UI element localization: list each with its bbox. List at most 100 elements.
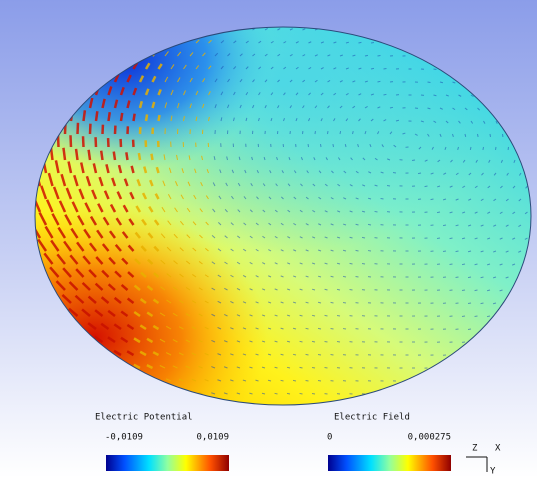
arrow-glyph — [306, 354, 309, 355]
arrow-glyph — [468, 277, 471, 278]
arrow-glyph — [300, 341, 303, 342]
triad-label: Z — [472, 444, 478, 454]
arrow-glyph — [483, 147, 484, 150]
arrow-glyph — [387, 185, 390, 186]
surface-shade — [35, 27, 531, 405]
arrow-glyph — [487, 316, 490, 317]
arrow-glyph — [84, 110, 85, 121]
arrow-glyph — [134, 114, 135, 121]
legend-title: Electric Potential — [95, 413, 193, 423]
arrow-glyph — [437, 212, 440, 213]
arrow-glyph — [343, 276, 346, 277]
arrow-glyph — [300, 393, 303, 394]
arrow-glyph — [318, 328, 321, 329]
arrow-glyph — [331, 328, 334, 329]
arrow-glyph — [70, 135, 71, 147]
arrow-glyph — [325, 315, 328, 316]
arrow-glyph — [293, 380, 296, 381]
arrow-glyph — [318, 354, 321, 355]
arrow-glyph — [365, 55, 368, 56]
arrow-glyph — [337, 263, 340, 264]
arrow-glyph — [343, 250, 346, 251]
arrow-glyph — [157, 167, 159, 173]
arrow-glyph — [475, 290, 478, 291]
arrow-glyph — [126, 152, 127, 160]
arrow-glyph — [331, 276, 334, 277]
arrow-glyph — [384, 94, 387, 95]
legend-max: 0,000275 — [408, 433, 451, 443]
arrow-glyph — [331, 302, 334, 303]
arrow-glyph — [418, 173, 421, 174]
arrow-glyph — [481, 303, 484, 304]
arrow-glyph — [340, 131, 341, 134]
arrow-glyph — [431, 199, 434, 200]
arrow-glyph — [462, 290, 465, 291]
arrow-glyph — [350, 263, 353, 264]
triad-label: X — [495, 444, 501, 454]
arrow-glyph — [450, 238, 453, 239]
arrow-glyph — [456, 251, 459, 252]
colorbar — [328, 455, 451, 471]
arrow-glyph — [89, 150, 90, 160]
render-view: Electric Potential -0,0109 0,0109 Electr… — [0, 0, 537, 478]
colorbar — [106, 455, 229, 471]
surface — [33, 27, 531, 405]
arrow-glyph — [151, 154, 152, 160]
arrow-glyph — [470, 147, 471, 150]
arrow-glyph — [101, 151, 102, 160]
arrow-glyph — [121, 113, 122, 121]
arrow-glyph — [318, 302, 321, 303]
arrow-glyph — [306, 380, 309, 381]
arrow-glyph — [337, 289, 340, 290]
arrow-glyph — [153, 102, 155, 108]
arrow-glyph — [475, 316, 478, 317]
arrow-glyph — [63, 148, 65, 160]
arrow-glyph — [300, 367, 303, 368]
arrow-glyph — [359, 42, 362, 43]
legend-title: Electric Field — [334, 413, 410, 423]
arrow-glyph — [139, 153, 140, 160]
arrow-glyph — [312, 341, 315, 342]
legend-max: 0,0109 — [196, 433, 229, 443]
arrow-glyph — [159, 115, 160, 121]
arrow-glyph — [306, 328, 309, 329]
legend-min: -0,0109 — [105, 433, 143, 443]
arrow-glyph — [275, 393, 278, 394]
arrow-glyph — [343, 302, 346, 303]
arrow-glyph — [312, 315, 315, 316]
arrow-glyph — [465, 134, 466, 137]
arrow-glyph — [333, 144, 334, 147]
arrow-glyph — [462, 264, 465, 265]
arrow-glyph — [312, 367, 315, 368]
arrow-glyph — [287, 367, 290, 368]
arrow-glyph — [356, 250, 359, 251]
arrow-glyph — [287, 393, 290, 394]
arrow-glyph — [412, 160, 415, 161]
arrow-glyph — [478, 134, 479, 137]
arrow-glyph — [96, 111, 97, 121]
arrow-glyph — [371, 68, 374, 69]
arrow-glyph — [443, 225, 446, 226]
arrow-glyph — [468, 303, 471, 304]
arrow-glyph — [325, 341, 328, 342]
arrow-glyph — [281, 380, 284, 381]
triad-label: Y — [490, 467, 496, 477]
arrow-glyph — [362, 237, 365, 238]
arrow-glyph — [109, 112, 110, 121]
arrow-glyph — [325, 289, 328, 290]
arrow-glyph — [144, 167, 146, 173]
arrow-glyph — [114, 152, 115, 160]
arrow-glyph — [390, 107, 393, 108]
arrow-glyph — [293, 354, 296, 355]
arrow-glyph — [456, 277, 459, 278]
arrow-glyph — [146, 114, 147, 121]
arrow-glyph — [381, 198, 384, 199]
arrow-glyph — [328, 131, 329, 134]
arrow-glyph — [375, 211, 378, 212]
arrow-glyph — [425, 186, 428, 187]
arrow-glyph — [434, 69, 437, 70]
arrow-glyph — [493, 303, 496, 304]
arrow-glyph — [378, 81, 381, 82]
arrow-glyph — [345, 144, 346, 147]
arrow-glyph — [368, 224, 371, 225]
